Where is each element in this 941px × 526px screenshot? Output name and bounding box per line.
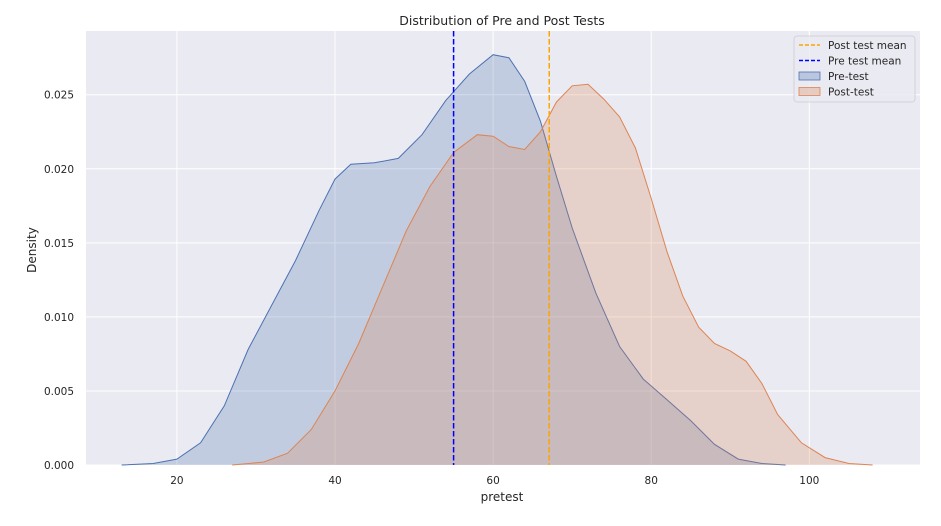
legend-label: Post test mean [828,40,907,52]
y-tick-label: 0.020 [44,164,74,176]
legend-label: Pre-test [828,71,869,83]
y-tick-label: 0.000 [44,460,74,472]
x-tick-label: 60 [486,475,499,487]
y-axis-label: Density [25,227,39,273]
post-test-curve [232,83,873,466]
legend-patch-swatch [798,87,821,96]
x-axis-ticks: 20 40 60 80 100 [170,475,819,487]
x-axis-label: pretest [481,490,524,504]
mean-lines [452,31,550,465]
y-axis-ticks: 0.000 0.005 0.010 0.015 0.020 0.025 [44,90,74,472]
legend-label: Post-test [828,87,874,99]
legend-patch-swatch [798,71,821,81]
y-tick-label: 0.015 [44,238,74,250]
pre-test-curve [121,54,786,466]
x-tick-label: 100 [799,475,819,487]
legend-label: Pre test mean [828,56,901,68]
y-tick-label: 0.010 [44,312,74,324]
x-tick-label: 80 [645,475,658,487]
y-tick-label: 0.025 [44,90,74,102]
y-tick-label: 0.005 [44,386,74,398]
grid [86,31,920,466]
plot-area [86,31,920,465]
legend-box [793,35,916,103]
x-tick-label: 20 [170,475,183,487]
post-test-area [232,84,873,466]
x-tick-label: 40 [328,475,341,487]
chart-title: Distribution of Pre and Post Tests [399,13,605,28]
legend: Post test mean Pre test mean Pre-test Post-… [793,35,916,103]
